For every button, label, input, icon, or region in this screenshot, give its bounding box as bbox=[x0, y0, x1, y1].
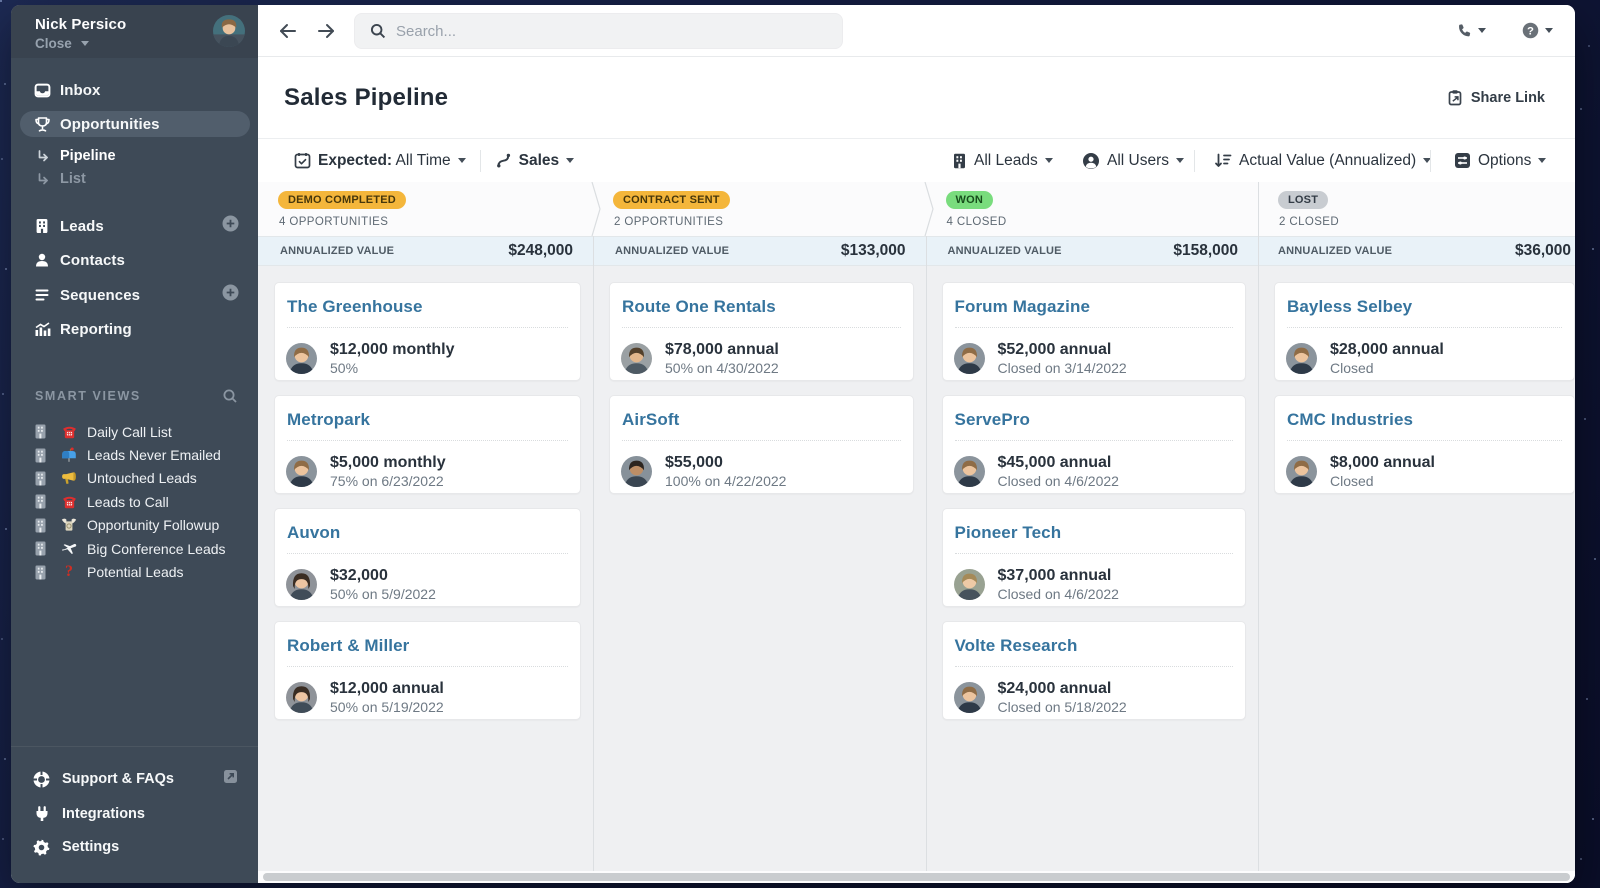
svg-text:?: ? bbox=[1527, 25, 1534, 37]
